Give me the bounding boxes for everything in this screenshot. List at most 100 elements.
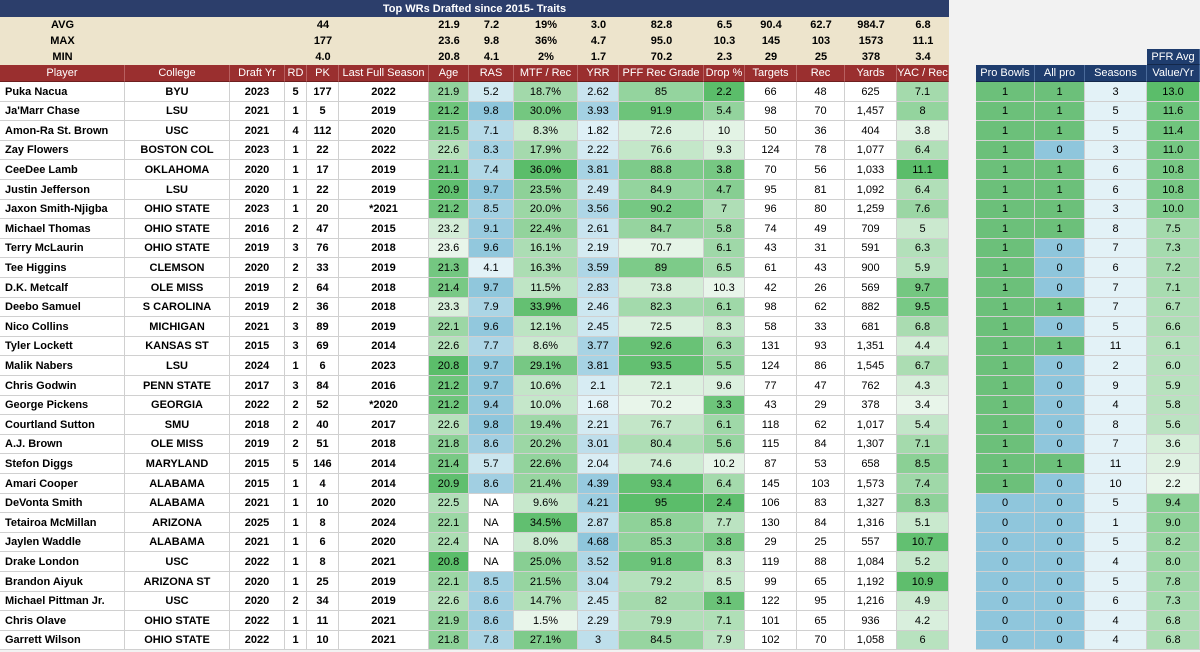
cell-draft-yr: 2018: [230, 415, 285, 435]
player-name: Zay Flowers: [0, 141, 125, 160]
cell-yac: 5.4: [897, 415, 949, 435]
cell-yards: 900: [845, 258, 897, 278]
summary-yac: 3.4: [897, 49, 949, 65]
cell-targets: 124: [745, 356, 797, 376]
cell-targets: 74: [745, 219, 797, 239]
header-college[interactable]: College: [125, 65, 230, 82]
cell-pro-bowls: 1: [976, 396, 1035, 415]
cell-pfr: 2.9: [1147, 454, 1200, 474]
cell-pk: 34: [307, 592, 339, 611]
cell-pfr: 11.4: [1147, 121, 1200, 141]
summary-ras: 9.8: [469, 33, 514, 49]
cell-pff: 91.8: [619, 552, 704, 572]
cell-mtf: 27.1%: [514, 631, 578, 650]
cell-pro-bowls: 1: [976, 356, 1035, 376]
cell-drop: 5.8: [704, 219, 745, 239]
cell-pro-bowls: 1: [976, 180, 1035, 200]
header-mtf[interactable]: MTF / Rec: [514, 65, 578, 82]
cell-drop: 8.3: [704, 317, 745, 337]
cell-draft-yr: 2020: [230, 160, 285, 180]
cell-seasons: 11: [1085, 337, 1147, 356]
cell-ras: 5.7: [469, 454, 514, 474]
cell-age: 21.2: [429, 102, 469, 121]
header-pro-bowls[interactable]: Pro Bowls: [976, 65, 1035, 82]
summary-rec: 25: [797, 49, 845, 65]
player-name: Garrett Wilson: [0, 631, 125, 650]
cell-seasons: 5: [1085, 572, 1147, 592]
cell-pff: 70.2: [619, 396, 704, 415]
cell-targets: 29: [745, 533, 797, 552]
cell-seasons: 1: [1085, 513, 1147, 533]
cell-yards: 1,084: [845, 552, 897, 572]
header-last-season[interactable]: Last Full Season: [339, 65, 429, 82]
cell-yrr: 2.62: [578, 82, 619, 102]
header-yrr[interactable]: YRR: [578, 65, 619, 82]
cell-pff: 84.5: [619, 631, 704, 650]
cell-last-season: 2019: [339, 258, 429, 278]
cell-yac: 9.7: [897, 278, 949, 298]
header-pk[interactable]: PK: [307, 65, 339, 82]
header-yards[interactable]: Yards: [845, 65, 897, 82]
cell-draft-yr: 2019: [230, 435, 285, 454]
cell-all-pro: 1: [1035, 200, 1085, 219]
cell-seasons: 5: [1085, 102, 1147, 121]
header-rd[interactable]: RD: [285, 65, 307, 82]
header-player[interactable]: Player: [0, 65, 125, 82]
cell-drop: 10.3: [704, 278, 745, 298]
header-yac[interactable]: YAC / Rec: [897, 65, 949, 82]
cell-college: OHIO STATE: [125, 631, 230, 650]
cell-draft-yr: 2020: [230, 258, 285, 278]
header-seasons[interactable]: Seasons: [1085, 65, 1147, 82]
cell-drop: 8.3: [704, 552, 745, 572]
summary-drop: 6.5: [704, 17, 745, 33]
cell-draft-yr: 2025: [230, 513, 285, 533]
cell-targets: 58: [745, 317, 797, 337]
cell-yac: 8: [897, 102, 949, 121]
cell-pfr: 7.2: [1147, 258, 1200, 278]
header-age[interactable]: Age: [429, 65, 469, 82]
header-all-pro[interactable]: All pro: [1035, 65, 1085, 82]
summary-mtf: 36%: [514, 33, 578, 49]
cell-pk: 11: [307, 611, 339, 631]
header-pfr[interactable]: Value/Yr: [1147, 65, 1200, 82]
header-drop[interactable]: Drop %: [704, 65, 745, 82]
cell-rec: 103: [797, 474, 845, 494]
cell-rd: 3: [285, 376, 307, 396]
cell-ras: 9.4: [469, 396, 514, 415]
header-ras[interactable]: RAS: [469, 65, 514, 82]
cell-targets: 119: [745, 552, 797, 572]
header-draft-yr[interactable]: Draft Yr: [230, 65, 285, 82]
summary-yards: 1573: [845, 33, 897, 49]
cell-college: LSU: [125, 102, 230, 121]
cell-age: 23.6: [429, 239, 469, 258]
cell-draft-yr: 2021: [230, 533, 285, 552]
header-targets[interactable]: Targets: [745, 65, 797, 82]
cell-draft-yr: 2022: [230, 631, 285, 650]
cell-yards: 1,077: [845, 141, 897, 160]
cell-ras: 7.1: [469, 121, 514, 141]
cell-yrr: 2.49: [578, 180, 619, 200]
cell-targets: 122: [745, 592, 797, 611]
summary-yards: 984.7: [845, 17, 897, 33]
cell-all-pro: 1: [1035, 160, 1085, 180]
player-name: Michael Pittman Jr.: [0, 592, 125, 611]
cell-drop: 3.1: [704, 592, 745, 611]
cell-pk: 112: [307, 121, 339, 141]
cell-seasons: 6: [1085, 258, 1147, 278]
cell-rec: 36: [797, 121, 845, 141]
cell-targets: 42: [745, 278, 797, 298]
player-name: D.K. Metcalf: [0, 278, 125, 298]
cell-ras: 8.6: [469, 611, 514, 631]
cell-drop: 8.5: [704, 572, 745, 592]
header-pff[interactable]: PFF Rec Grade: [619, 65, 704, 82]
cell-last-season: 2017: [339, 415, 429, 435]
cell-yards: 1,316: [845, 513, 897, 533]
row-gap: [949, 533, 976, 552]
cell-age: 21.2: [429, 396, 469, 415]
cell-pk: 76: [307, 239, 339, 258]
cell-mtf: 36.0%: [514, 160, 578, 180]
cell-pro-bowls: 0: [976, 552, 1035, 572]
summary-ras: 4.1: [469, 49, 514, 65]
header-rec[interactable]: Rec: [797, 65, 845, 82]
cell-drop: 6.1: [704, 239, 745, 258]
